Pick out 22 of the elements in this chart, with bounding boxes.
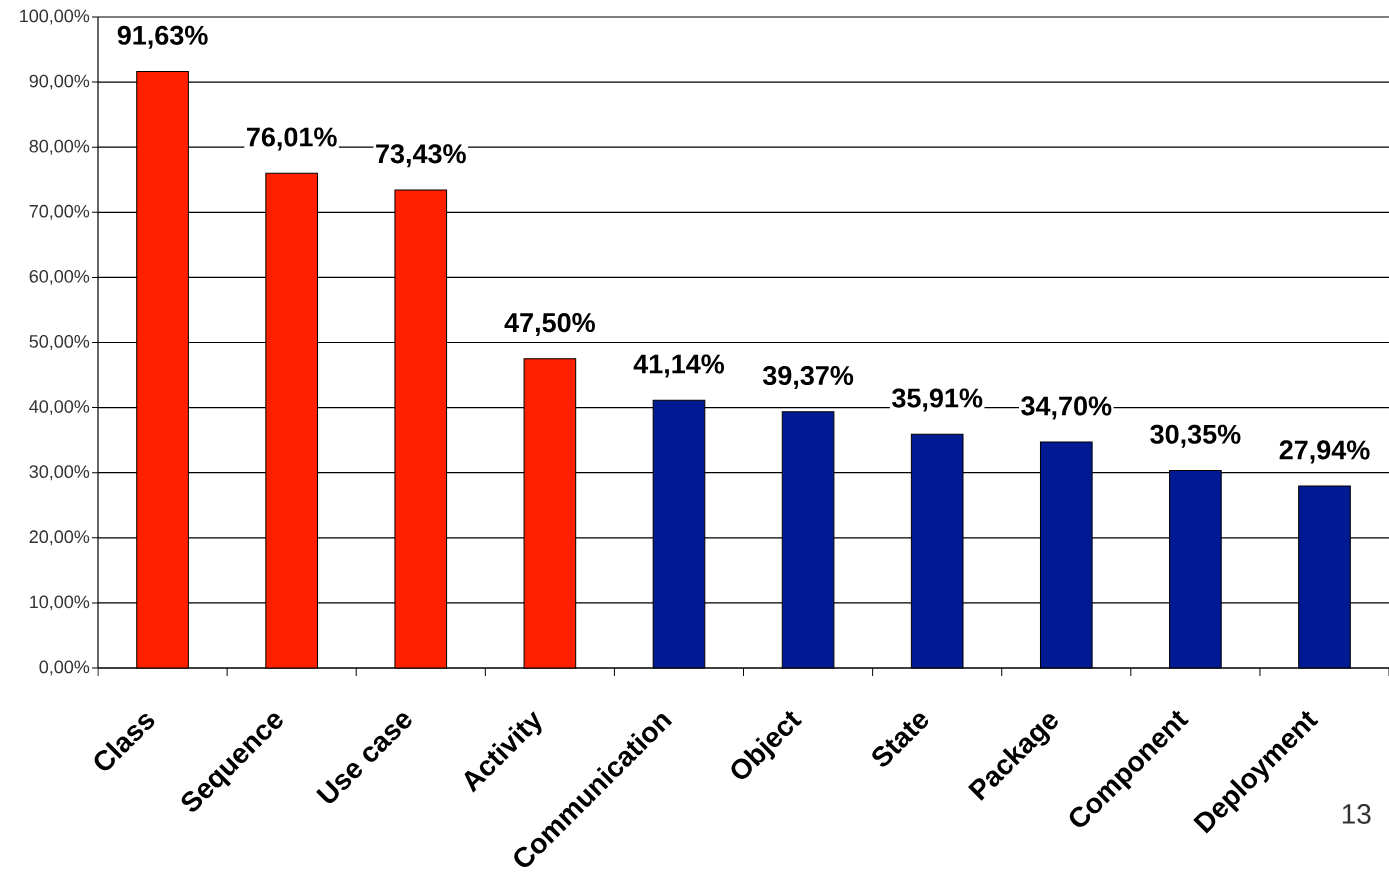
text: 13 bbox=[1342, 804, 1371, 824]
data-label: 30,35% bbox=[1150, 424, 1241, 448]
y-tick-label: 60,00% bbox=[29, 269, 90, 285]
y-tick-label: 30,00% bbox=[29, 465, 90, 481]
y-tick-label: 40,00% bbox=[29, 400, 90, 416]
data-label: 91,63% bbox=[117, 25, 208, 49]
data-label: 35,91% bbox=[892, 388, 983, 412]
y-tick-label: 90,00% bbox=[29, 74, 90, 90]
y-tick-label: 100,00% bbox=[20, 9, 90, 25]
y-tick-label: 20,00% bbox=[29, 530, 90, 546]
data-label: 34,70% bbox=[1021, 396, 1112, 420]
data-label: 73,43% bbox=[376, 144, 466, 168]
data-label: 41,14% bbox=[633, 354, 725, 378]
y-tick-label: 70,00% bbox=[29, 204, 90, 220]
y-tick-label: 50,00% bbox=[29, 335, 90, 350]
y-tick-label: 0,00% bbox=[39, 660, 90, 676]
data-label: 39,37% bbox=[762, 365, 854, 389]
y-tick-label: 10,00% bbox=[30, 595, 90, 611]
data-label: 27,94% bbox=[1279, 440, 1370, 464]
y-tick-label: 80,00% bbox=[29, 139, 90, 155]
data-label: 76,01% bbox=[247, 127, 337, 151]
data-label: 47,50% bbox=[504, 313, 595, 337]
